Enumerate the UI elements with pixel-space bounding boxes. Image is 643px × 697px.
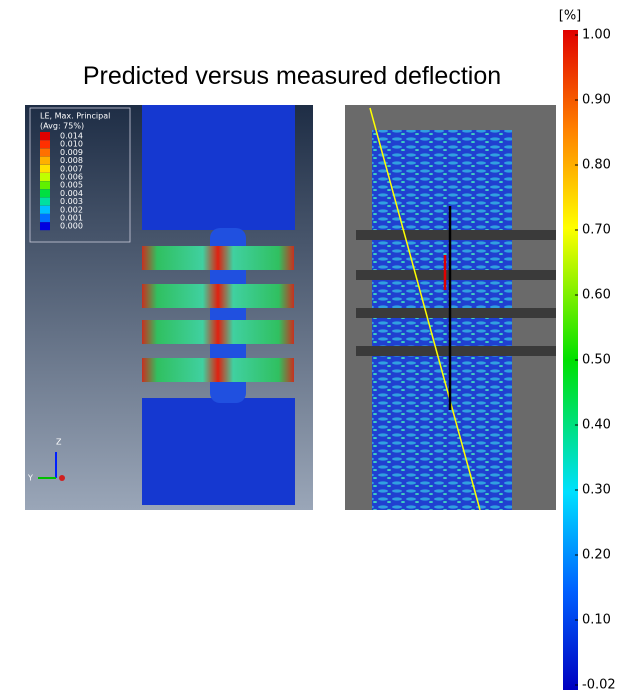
triad-z: Z — [56, 438, 62, 447]
colorbar-label: 0.20 — [582, 548, 611, 563]
colorbar-label: 0.80 — [582, 158, 611, 173]
colorbar-label: 1.00 — [582, 28, 611, 43]
legend-swatch — [40, 165, 50, 173]
colorbar-label: 0.10 — [582, 613, 611, 628]
colorbar-unit: [%] — [559, 9, 582, 24]
legend-swatch — [40, 173, 50, 181]
figure: Predicted versus measured deflection LE,… — [0, 0, 643, 697]
legend-swatch — [40, 222, 50, 230]
legend-label: 0.000 — [60, 222, 83, 231]
colorbar-label: 0.40 — [582, 418, 611, 433]
colorbar-label: 0.30 — [582, 483, 611, 498]
colorbar-label: 0.70 — [582, 223, 611, 238]
legend-swatch — [40, 206, 50, 214]
legend-swatch — [40, 140, 50, 148]
colorbar-label: -0.02 — [582, 678, 616, 693]
legend-swatch — [40, 198, 50, 206]
legend-swatch — [40, 214, 50, 222]
legend-subtitle: (Avg: 75%) — [40, 122, 84, 131]
legend-swatch — [40, 189, 50, 197]
legend-swatch — [40, 157, 50, 165]
legend-swatch — [40, 181, 50, 189]
legend-swatch — [40, 132, 50, 140]
legend-title: LE, Max. Principal — [40, 112, 110, 121]
legend-swatch — [40, 148, 50, 156]
colorbar-label: 0.60 — [582, 288, 611, 303]
dic-image — [345, 105, 556, 510]
title: Predicted versus measured deflection — [83, 62, 501, 90]
triad-y: Y — [27, 474, 33, 483]
colorbar-label: 0.90 — [582, 93, 611, 108]
colorbar-label: 0.50 — [582, 353, 611, 368]
colorbar-ticks: 1.00 0.90 0.80 0.70 0.60 0.50 0.40 0.30 0.20 0.10… — [575, 28, 616, 693]
